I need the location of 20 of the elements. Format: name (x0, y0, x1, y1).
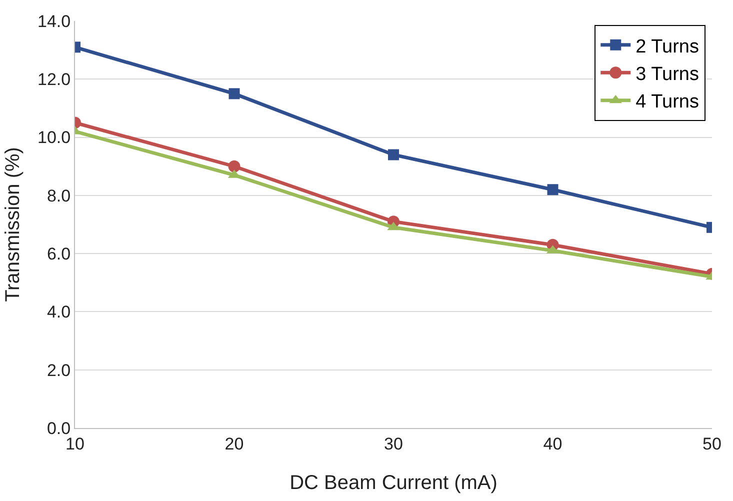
x-tick-label: 20 (224, 434, 244, 454)
point (228, 160, 240, 172)
legend-label: 2 Turns (636, 36, 700, 58)
point (228, 88, 240, 100)
x-tick-label: 40 (543, 434, 562, 454)
y-tick-label: 6.0 (46, 244, 71, 264)
y-tick-label: 10.0 (38, 128, 71, 148)
legend-label: 3 Turns (636, 64, 700, 86)
y-axis-title: Transmission (%) (2, 147, 24, 302)
legend-label: 4 Turns (636, 92, 700, 113)
y-tick-label: 2.0 (46, 360, 71, 380)
y-tick-label: 4.0 (46, 302, 71, 322)
y-tick-label: 12.0 (38, 70, 71, 90)
point (547, 184, 558, 196)
x-tick-label: 50 (702, 434, 722, 454)
point (388, 149, 399, 160)
y-tick-label: 14.0 (38, 12, 71, 31)
x-tick-label: 30 (384, 434, 403, 454)
x-axis-title: DC Beam Current (mA) (290, 472, 498, 494)
y-tick-label: 8.0 (46, 186, 71, 206)
